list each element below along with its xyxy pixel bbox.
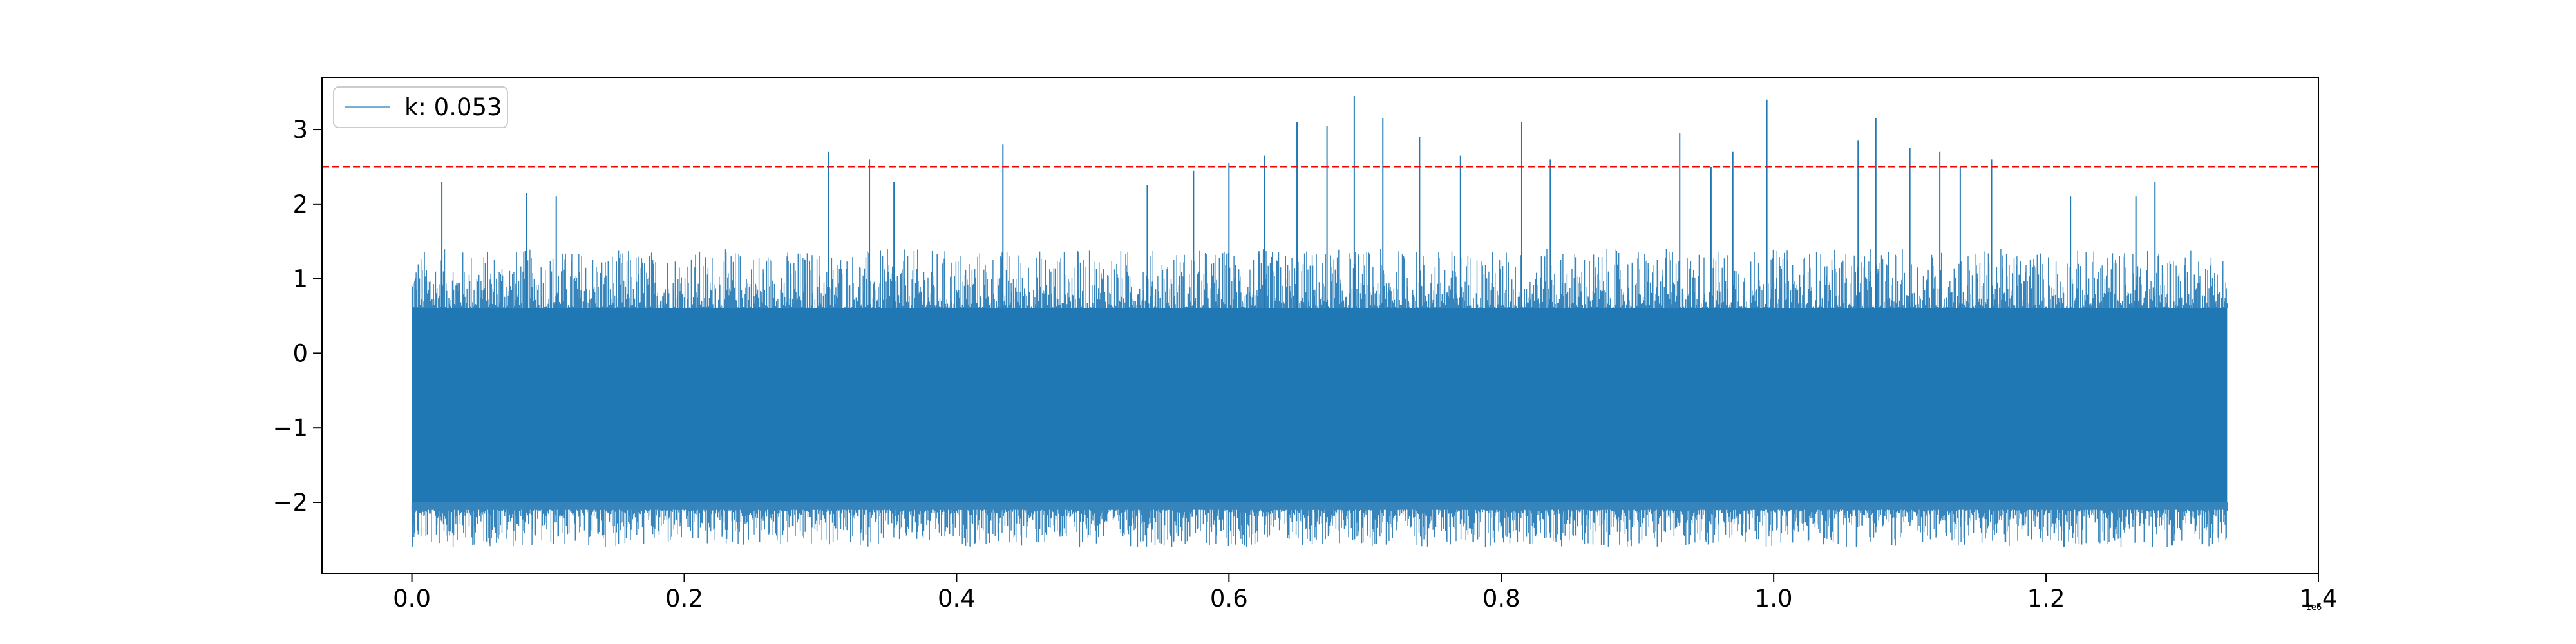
x-axis: 0.0 0.2 0.4 0.6 0.8 1.0 1.2 1.4 — [393, 573, 2337, 612]
signal-dense-band — [412, 308, 2228, 502]
series-layer — [322, 95, 2318, 547]
signal-fringe — [411, 249, 2228, 547]
x-tick-label: 1.0 — [1755, 585, 1793, 612]
x-tick-label: 1.2 — [2027, 585, 2065, 612]
y-tick-label: −2 — [272, 489, 308, 516]
y-tick-label: −1 — [272, 414, 308, 442]
legend: k: 0.053 — [333, 86, 508, 128]
x-tick-label: 1.4 — [2300, 585, 2338, 612]
x-tick-label: 0.8 — [1482, 585, 1520, 612]
x-tick-label: 0.6 — [1210, 585, 1248, 612]
y-axis: 3 2 1 0 −1 −2 — [272, 116, 322, 516]
y-tick-label: 2 — [292, 191, 308, 218]
y-tick-label: 0 — [292, 339, 308, 367]
plot-frame — [321, 77, 2319, 574]
y-tick-label: 1 — [292, 265, 308, 293]
x-offset-label: 1e6 — [2306, 603, 2322, 612]
x-tick-label: 0.2 — [665, 585, 703, 612]
x-tick-label: 0.4 — [938, 585, 976, 612]
plot-area — [321, 77, 2319, 574]
y-tick-label: 3 — [292, 116, 308, 144]
legend-entry: k: 0.053 — [404, 93, 502, 121]
legend-box — [333, 86, 508, 128]
x-tick-label: 0.0 — [393, 585, 431, 612]
